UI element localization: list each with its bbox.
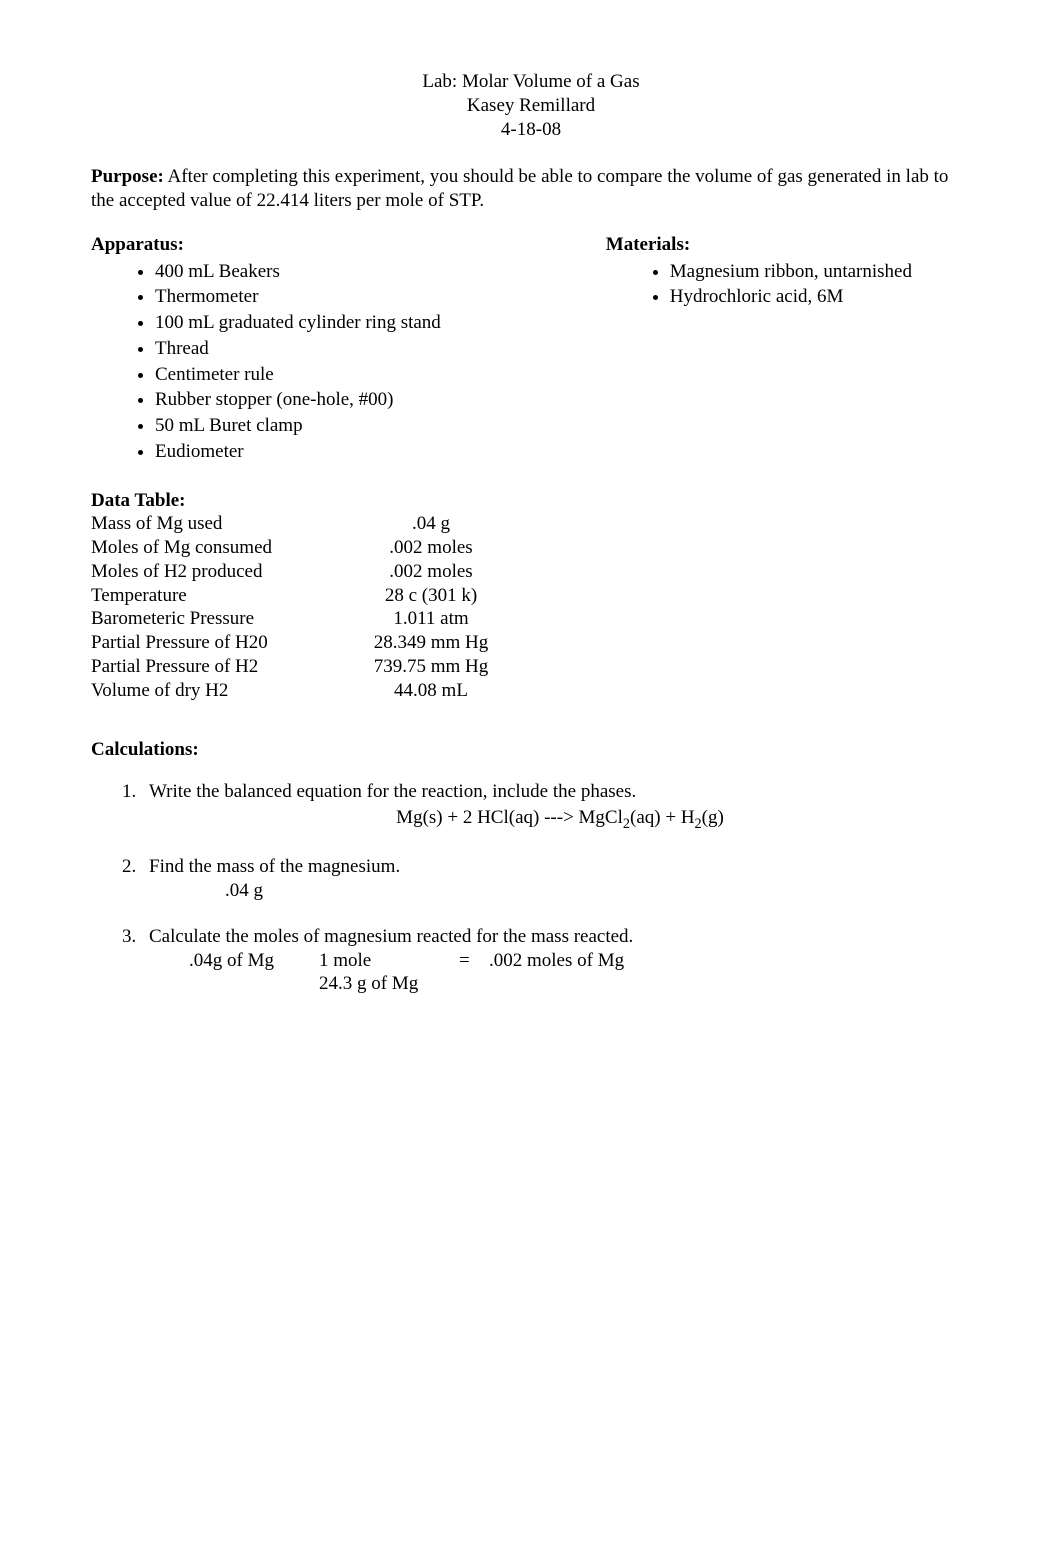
calculations-section: Calculations: Write the balanced equatio… — [91, 738, 971, 996]
data-row: Moles of H2 produced .002 moles — [91, 560, 971, 584]
calc-cell: .002 moles of Mg — [489, 949, 624, 973]
materials-section: Materials: Magnesium ribbon, untarnished… — [606, 233, 971, 465]
data-value: .04 g — [351, 512, 511, 536]
data-row: Partial Pressure of H20 28.349 mm Hg — [91, 631, 971, 655]
apparatus-list: 400 mL Beakers Thermometer 100 mL gradua… — [91, 259, 566, 465]
calc-prompt: Find the mass of the magnesium. — [149, 856, 400, 877]
calc-prompt: Write the balanced equation for the reac… — [149, 781, 636, 802]
eq-text: Mg(s) + 2 HCl(aq) ---> MgCl — [396, 807, 623, 828]
eq-text: (aq) + H — [630, 807, 695, 828]
apparatus-item: 400 mL Beakers — [155, 259, 566, 285]
apparatus-item: Thermometer — [155, 284, 566, 310]
apparatus-item: Rubber stopper (one-hole, #00) — [155, 387, 566, 413]
data-row: Partial Pressure of H2 739.75 mm Hg — [91, 655, 971, 679]
calc-cell: = — [459, 949, 489, 973]
apparatus-label: Apparatus: — [91, 233, 566, 257]
data-label: Partial Pressure of H2 — [91, 655, 351, 679]
calc-work-row: .04g of Mg 1 mole = .002 moles of Mg — [189, 949, 971, 973]
data-label: Volume of dry H2 — [91, 679, 351, 703]
apparatus-item: 50 mL Buret clamp — [155, 413, 566, 439]
data-value: 44.08 mL — [351, 679, 511, 703]
apparatus-section: Apparatus: 400 mL Beakers Thermometer 10… — [91, 233, 566, 465]
apparatus-item: 100 mL graduated cylinder ring stand — [155, 310, 566, 336]
apparatus-item: Eudiometer — [155, 439, 566, 465]
data-label: Moles of Mg consumed — [91, 536, 351, 560]
data-row: Mass of Mg used .04 g — [91, 512, 971, 536]
doc-title: Lab: Molar Volume of a Gas — [91, 70, 971, 94]
calc-item: Write the balanced equation for the reac… — [141, 780, 971, 833]
data-row: Volume of dry H2 44.08 mL — [91, 679, 971, 703]
calc-equation: Mg(s) + 2 HCl(aq) ---> MgCl2(aq) + H2(g) — [149, 806, 971, 834]
materials-label: Materials: — [606, 233, 971, 257]
calc-prompt: Calculate the moles of magnesium reacted… — [149, 926, 633, 947]
apparatus-item: Centimeter rule — [155, 362, 566, 388]
data-value: .002 moles — [351, 560, 511, 584]
data-label: Temperature — [91, 584, 351, 608]
eq-text: (g) — [702, 807, 724, 828]
eq-sub: 2 — [695, 816, 702, 832]
materials-item: Magnesium ribbon, untarnished — [670, 259, 971, 285]
calc-cell — [189, 972, 319, 996]
materials-item: Hydrochloric acid, 6M — [670, 284, 971, 310]
calc-cell: .04g of Mg — [189, 949, 319, 973]
calc-answer: .04 g — [225, 879, 971, 903]
data-label: Barometeric Pressure — [91, 607, 351, 631]
doc-date: 4-18-08 — [91, 118, 971, 142]
data-value: .002 moles — [351, 536, 511, 560]
eq-sub: 2 — [623, 816, 630, 832]
data-label: Partial Pressure of H20 — [91, 631, 351, 655]
data-label: Mass of Mg used — [91, 512, 351, 536]
calc-work-row: 24.3 g of Mg — [189, 972, 971, 996]
data-row: Moles of Mg consumed .002 moles — [91, 536, 971, 560]
doc-author: Kasey Remillard — [91, 94, 971, 118]
calc-item: Find the mass of the magnesium. .04 g — [141, 855, 971, 903]
data-value: 28 c (301 k) — [351, 584, 511, 608]
purpose-text: After completing this experiment, you sh… — [91, 166, 948, 211]
purpose-section: Purpose: After completing this experimen… — [91, 165, 971, 213]
data-row: Temperature 28 c (301 k) — [91, 584, 971, 608]
data-row: Barometeric Pressure 1.011 atm — [91, 607, 971, 631]
data-table-section: Data Table: Mass of Mg used .04 g Moles … — [91, 489, 971, 703]
data-value: 1.011 atm — [351, 607, 511, 631]
materials-list: Magnesium ribbon, untarnished Hydrochlor… — [606, 259, 971, 311]
data-value: 739.75 mm Hg — [351, 655, 511, 679]
apparatus-item: Thread — [155, 336, 566, 362]
calc-cell: 1 mole — [319, 949, 459, 973]
data-table-label: Data Table: — [91, 489, 971, 513]
data-value: 28.349 mm Hg — [351, 631, 511, 655]
calc-item: Calculate the moles of magnesium reacted… — [141, 925, 971, 996]
calc-cell: 24.3 g of Mg — [319, 972, 459, 996]
purpose-label: Purpose: — [91, 166, 164, 187]
calculations-label: Calculations: — [91, 738, 971, 762]
data-label: Moles of H2 produced — [91, 560, 351, 584]
